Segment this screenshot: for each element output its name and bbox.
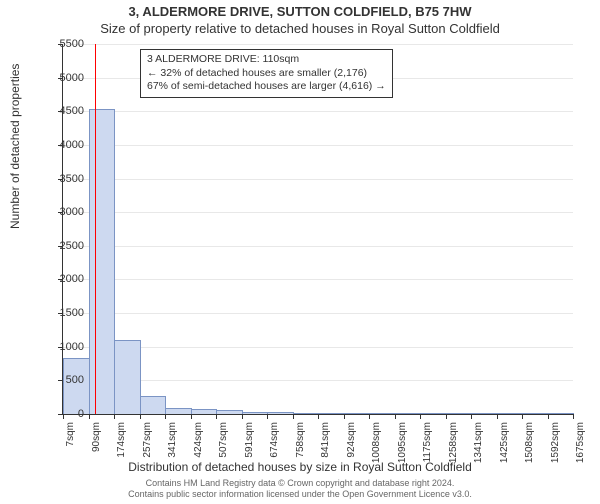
x-axis-title: Distribution of detached houses by size … <box>0 460 600 474</box>
gridline <box>63 313 573 314</box>
ytick-label: 0 <box>44 408 84 420</box>
histogram-bar <box>140 396 167 414</box>
xtick-label: 1341sqm <box>473 422 484 463</box>
histogram-bar <box>395 413 422 414</box>
title-line-1: 3, ALDERMORE DRIVE, SUTTON COLDFIELD, B7… <box>0 4 600 19</box>
y-axis-title: Number of detached properties <box>8 64 22 229</box>
ytick-label: 4500 <box>44 105 84 117</box>
ytick-label: 3500 <box>44 173 84 185</box>
xtick-label: 341sqm <box>167 422 178 458</box>
gridline <box>63 246 573 247</box>
xtick-label: 507sqm <box>218 422 229 458</box>
xtick-mark <box>242 414 243 419</box>
xtick-label: 90sqm <box>91 422 102 452</box>
gridline <box>63 212 573 213</box>
chart-area: 3 ALDERMORE DRIVE: 110sqm ← 32% of detac… <box>62 44 572 414</box>
xtick-mark <box>369 414 370 419</box>
xtick-label: 1175sqm <box>422 422 433 462</box>
xtick-mark <box>318 414 319 419</box>
histogram-bar <box>369 413 396 414</box>
xtick-label: 424sqm <box>193 422 204 458</box>
histogram-bar <box>114 340 141 414</box>
histogram-bar <box>191 409 218 414</box>
footer: Contains HM Land Registry data © Crown c… <box>0 478 600 500</box>
xtick-label: 1008sqm <box>371 422 382 463</box>
ytick-label: 1000 <box>44 341 84 353</box>
marker-line <box>95 44 97 414</box>
histogram-bar <box>89 109 116 414</box>
ytick-label: 5000 <box>44 72 84 84</box>
ytick-label: 2000 <box>44 273 84 285</box>
xtick-mark <box>191 414 192 419</box>
ytick-label: 3000 <box>44 206 84 218</box>
xtick-mark <box>548 414 549 419</box>
xtick-mark <box>267 414 268 419</box>
gridline <box>63 179 573 180</box>
chart-container: 3, ALDERMORE DRIVE, SUTTON COLDFIELD, B7… <box>0 4 600 504</box>
gridline <box>63 44 573 45</box>
gridline <box>63 145 573 146</box>
annotation-line-1: 3 ALDERMORE DRIVE: 110sqm <box>147 53 386 67</box>
histogram-bar <box>267 412 294 414</box>
xtick-mark <box>497 414 498 419</box>
xtick-mark <box>344 414 345 419</box>
xtick-label: 174sqm <box>116 422 127 458</box>
xtick-label: 674sqm <box>269 422 280 458</box>
histogram-bar <box>216 410 243 414</box>
xtick-label: 758sqm <box>295 422 306 458</box>
xtick-mark <box>89 414 90 419</box>
xtick-label: 1095sqm <box>397 422 408 463</box>
histogram-bar <box>344 413 371 414</box>
xtick-mark <box>165 414 166 419</box>
xtick-label: 257sqm <box>142 422 153 458</box>
ytick-label: 2500 <box>44 240 84 252</box>
ytick-label: 5500 <box>44 38 84 50</box>
gridline <box>63 279 573 280</box>
ytick-label: 500 <box>44 374 84 386</box>
xtick-mark <box>573 414 574 419</box>
xtick-mark <box>420 414 421 419</box>
histogram-bar <box>420 413 447 414</box>
xtick-label: 1258sqm <box>448 422 459 463</box>
ytick-label: 1500 <box>44 307 84 319</box>
footer-line-2: Contains public sector information licen… <box>0 489 600 500</box>
xtick-mark <box>471 414 472 419</box>
xtick-label: 1675sqm <box>575 422 586 463</box>
xtick-label: 7sqm <box>65 422 76 446</box>
xtick-mark <box>114 414 115 419</box>
xtick-label: 924sqm <box>346 422 357 458</box>
xtick-mark <box>140 414 141 419</box>
xtick-mark <box>395 414 396 419</box>
xtick-mark <box>446 414 447 419</box>
histogram-bar <box>165 408 192 414</box>
title-line-2: Size of property relative to detached ho… <box>0 21 600 36</box>
histogram-bar <box>471 413 498 414</box>
histogram-bar <box>522 413 549 414</box>
histogram-bar <box>548 413 575 414</box>
xtick-label: 1508sqm <box>524 422 535 463</box>
histogram-bar <box>242 412 269 414</box>
ytick-label: 4000 <box>44 139 84 151</box>
annotation-line-3: 67% of semi-detached houses are larger (… <box>147 80 386 94</box>
histogram-bar <box>497 413 524 414</box>
histogram-bar <box>293 413 320 414</box>
xtick-mark <box>216 414 217 419</box>
xtick-label: 591sqm <box>244 422 255 458</box>
xtick-label: 1425sqm <box>499 422 510 463</box>
xtick-mark <box>522 414 523 419</box>
histogram-bar <box>446 413 473 414</box>
gridline <box>63 111 573 112</box>
footer-line-1: Contains HM Land Registry data © Crown c… <box>0 478 600 489</box>
histogram-bar <box>318 413 345 414</box>
xtick-label: 841sqm <box>320 422 331 458</box>
xtick-label: 1592sqm <box>550 422 561 463</box>
plot-region <box>62 44 573 415</box>
xtick-mark <box>293 414 294 419</box>
annotation-box: 3 ALDERMORE DRIVE: 110sqm ← 32% of detac… <box>140 49 393 98</box>
annotation-line-2: ← 32% of detached houses are smaller (2,… <box>147 67 386 81</box>
